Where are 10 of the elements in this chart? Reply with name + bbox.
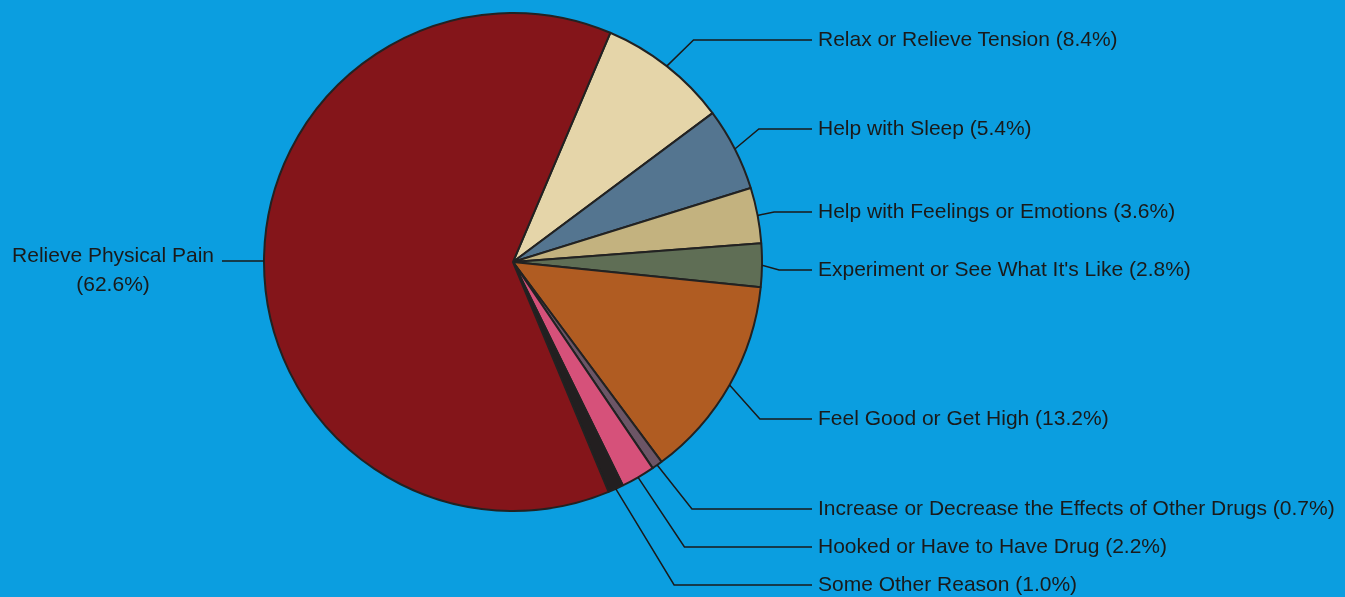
slice-label: Experiment or See What It's Like (2.8%)	[818, 256, 1191, 280]
slice-label: Help with Feelings or Emotions (3.6%)	[818, 198, 1176, 222]
data-label: (62.6%)	[76, 271, 150, 295]
slice-label: Feel Good or Get High (13.2%)	[818, 405, 1109, 429]
slice-label: Relax or Relieve Tension (8.4%)	[818, 26, 1118, 50]
slice-label: Some Other Reason (1.0%)	[818, 571, 1078, 595]
slice-label: Help with Sleep (5.4%)	[818, 115, 1032, 139]
slice-label: Increase or Decrease the Effects of Other Drugs (0.7%)	[818, 495, 1335, 519]
slice-label: Hooked or Have to Have Drug (2.2%)	[818, 533, 1167, 557]
slice-label: Relieve Physical Pain	[12, 242, 214, 266]
